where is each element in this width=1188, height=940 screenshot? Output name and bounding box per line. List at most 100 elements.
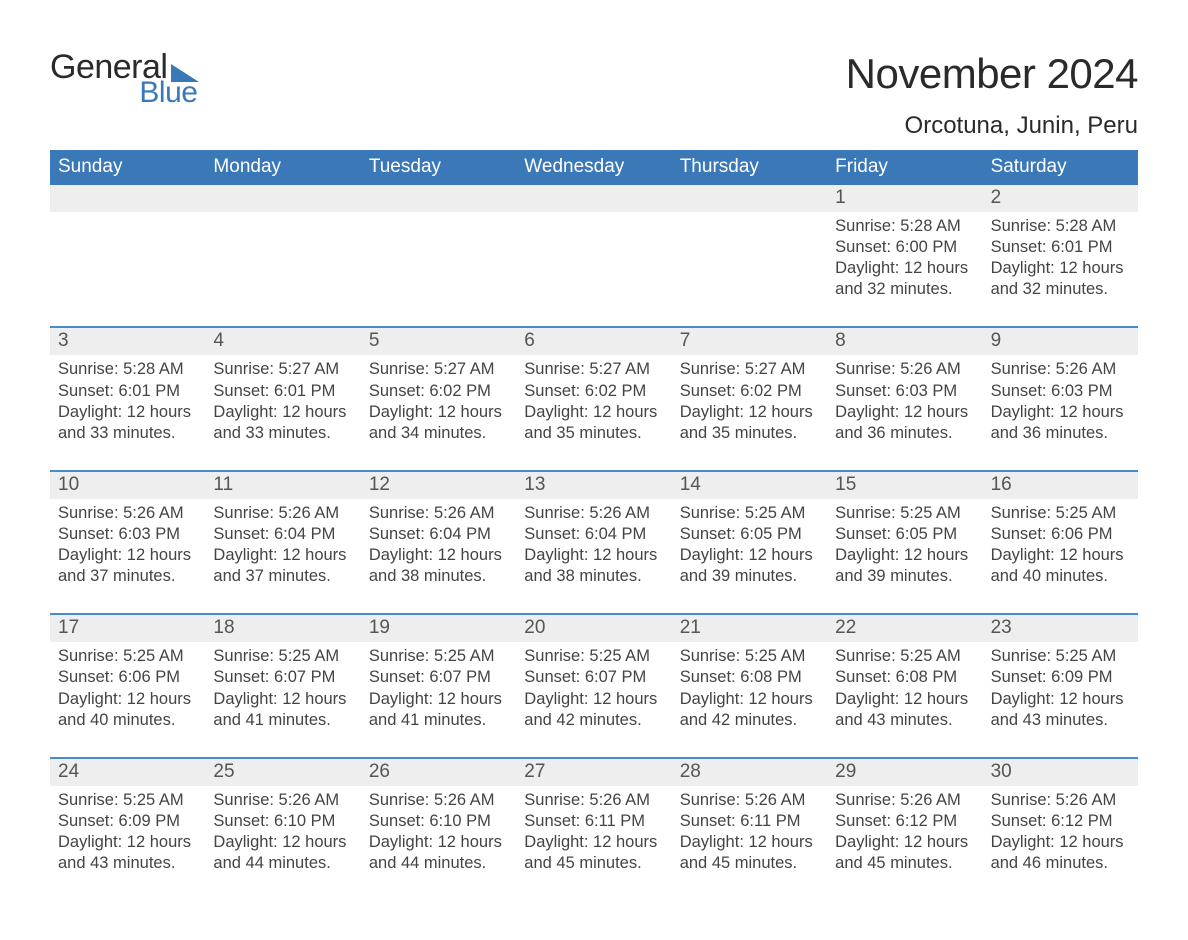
day-number: 27 <box>516 759 671 786</box>
day-sunset: Sunset: 6:04 PM <box>213 524 352 545</box>
day-dl1: Daylight: 12 hours <box>369 832 508 853</box>
week-row: Sunrise: 5:26 AMSunset: 6:03 PMDaylight:… <box>50 499 1138 613</box>
day-dl2: and 39 minutes. <box>835 566 974 587</box>
day-dl1: Daylight: 12 hours <box>991 545 1130 566</box>
day-cell: Sunrise: 5:25 AMSunset: 6:05 PMDaylight:… <box>672 499 827 613</box>
day-cell: Sunrise: 5:25 AMSunset: 6:06 PMDaylight:… <box>50 642 205 756</box>
day-dl1: Daylight: 12 hours <box>835 402 974 423</box>
day-dl1: Daylight: 12 hours <box>213 832 352 853</box>
day-sunset: Sunset: 6:05 PM <box>835 524 974 545</box>
day-number: 29 <box>827 759 982 786</box>
day-dl2: and 42 minutes. <box>680 710 819 731</box>
day-sunset: Sunset: 6:10 PM <box>369 811 508 832</box>
day-dl2: and 32 minutes. <box>991 279 1130 300</box>
day-cell: Sunrise: 5:26 AMSunset: 6:03 PMDaylight:… <box>983 355 1138 469</box>
day-sunrise: Sunrise: 5:28 AM <box>58 359 197 380</box>
day-sunset: Sunset: 6:01 PM <box>58 381 197 402</box>
day-sunrise: Sunrise: 5:26 AM <box>680 790 819 811</box>
day-dl2: and 45 minutes. <box>835 853 974 874</box>
day-cell: Sunrise: 5:26 AMSunset: 6:03 PMDaylight:… <box>827 355 982 469</box>
day-cell: Sunrise: 5:25 AMSunset: 6:08 PMDaylight:… <box>827 642 982 756</box>
day-sunrise: Sunrise: 5:27 AM <box>680 359 819 380</box>
day-sunrise: Sunrise: 5:27 AM <box>369 359 508 380</box>
day-dl1: Daylight: 12 hours <box>58 832 197 853</box>
day-dl1: Daylight: 12 hours <box>58 545 197 566</box>
day-dl2: and 36 minutes. <box>991 423 1130 444</box>
day-cell <box>672 212 827 326</box>
day-dl2: and 44 minutes. <box>369 853 508 874</box>
day-sunset: Sunset: 6:04 PM <box>369 524 508 545</box>
day-cell: Sunrise: 5:27 AMSunset: 6:02 PMDaylight:… <box>672 355 827 469</box>
day-dl2: and 32 minutes. <box>835 279 974 300</box>
day-sunrise: Sunrise: 5:26 AM <box>991 790 1130 811</box>
day-sunset: Sunset: 6:11 PM <box>680 811 819 832</box>
day-sunset: Sunset: 6:00 PM <box>835 237 974 258</box>
daynum-row: 10111213141516 <box>50 472 1138 499</box>
day-dl2: and 40 minutes. <box>58 710 197 731</box>
day-sunrise: Sunrise: 5:28 AM <box>991 216 1130 237</box>
brand-triangle-icon <box>171 64 199 82</box>
week-block: 12Sunrise: 5:28 AMSunset: 6:00 PMDayligh… <box>50 185 1138 326</box>
day-dl1: Daylight: 12 hours <box>213 545 352 566</box>
day-sunrise: Sunrise: 5:26 AM <box>213 503 352 524</box>
day-dl2: and 43 minutes. <box>991 710 1130 731</box>
day-dl1: Daylight: 12 hours <box>680 545 819 566</box>
day-dl2: and 44 minutes. <box>213 853 352 874</box>
day-sunset: Sunset: 6:02 PM <box>369 381 508 402</box>
day-dl1: Daylight: 12 hours <box>524 545 663 566</box>
day-sunset: Sunset: 6:08 PM <box>835 667 974 688</box>
day-sunrise: Sunrise: 5:25 AM <box>213 646 352 667</box>
day-dl2: and 35 minutes. <box>524 423 663 444</box>
day-cell: Sunrise: 5:25 AMSunset: 6:07 PMDaylight:… <box>205 642 360 756</box>
day-dl2: and 36 minutes. <box>835 423 974 444</box>
location-label: Orcotuna, Junin, Peru <box>846 112 1138 140</box>
day-dl1: Daylight: 12 hours <box>680 689 819 710</box>
day-cell: Sunrise: 5:28 AMSunset: 6:00 PMDaylight:… <box>827 212 982 326</box>
day-number: 13 <box>516 472 671 499</box>
day-sunrise: Sunrise: 5:25 AM <box>991 503 1130 524</box>
day-number: 24 <box>50 759 205 786</box>
weekday-wednesday: Wednesday <box>516 150 671 185</box>
day-sunrise: Sunrise: 5:25 AM <box>835 646 974 667</box>
day-number: 14 <box>672 472 827 499</box>
day-sunrise: Sunrise: 5:26 AM <box>835 790 974 811</box>
day-dl2: and 37 minutes. <box>58 566 197 587</box>
brand-name-part2: Blue <box>139 78 197 108</box>
day-number: 18 <box>205 615 360 642</box>
weekday-header-row: Sunday Monday Tuesday Wednesday Thursday… <box>50 150 1138 185</box>
day-sunset: Sunset: 6:03 PM <box>835 381 974 402</box>
day-cell: Sunrise: 5:27 AMSunset: 6:02 PMDaylight:… <box>361 355 516 469</box>
day-dl1: Daylight: 12 hours <box>680 832 819 853</box>
daynum-row: 17181920212223 <box>50 615 1138 642</box>
day-number: 30 <box>983 759 1138 786</box>
day-number: 6 <box>516 328 671 355</box>
day-sunset: Sunset: 6:01 PM <box>991 237 1130 258</box>
topbar: General Blue November 2024 Orcotuna, Jun… <box>50 50 1138 140</box>
brand-logo: General Blue <box>50 50 199 108</box>
day-cell <box>516 212 671 326</box>
day-dl2: and 33 minutes. <box>58 423 197 444</box>
day-sunset: Sunset: 6:12 PM <box>991 811 1130 832</box>
daynum-row: 12 <box>50 185 1138 212</box>
day-dl1: Daylight: 12 hours <box>369 545 508 566</box>
day-cell <box>205 212 360 326</box>
weekday-friday: Friday <box>827 150 982 185</box>
day-dl1: Daylight: 12 hours <box>835 258 974 279</box>
day-cell: Sunrise: 5:26 AMSunset: 6:10 PMDaylight:… <box>361 786 516 900</box>
day-sunset: Sunset: 6:07 PM <box>524 667 663 688</box>
day-number: 7 <box>672 328 827 355</box>
day-number <box>361 185 516 212</box>
day-dl1: Daylight: 12 hours <box>835 689 974 710</box>
day-sunset: Sunset: 6:06 PM <box>991 524 1130 545</box>
day-dl1: Daylight: 12 hours <box>213 402 352 423</box>
month-title: November 2024 <box>846 50 1138 98</box>
day-dl1: Daylight: 12 hours <box>991 258 1130 279</box>
day-sunset: Sunset: 6:12 PM <box>835 811 974 832</box>
day-cell: Sunrise: 5:28 AMSunset: 6:01 PMDaylight:… <box>50 355 205 469</box>
day-sunrise: Sunrise: 5:25 AM <box>991 646 1130 667</box>
day-sunset: Sunset: 6:06 PM <box>58 667 197 688</box>
day-number: 21 <box>672 615 827 642</box>
day-sunset: Sunset: 6:07 PM <box>213 667 352 688</box>
daynum-row: 3456789 <box>50 328 1138 355</box>
day-sunrise: Sunrise: 5:26 AM <box>213 790 352 811</box>
